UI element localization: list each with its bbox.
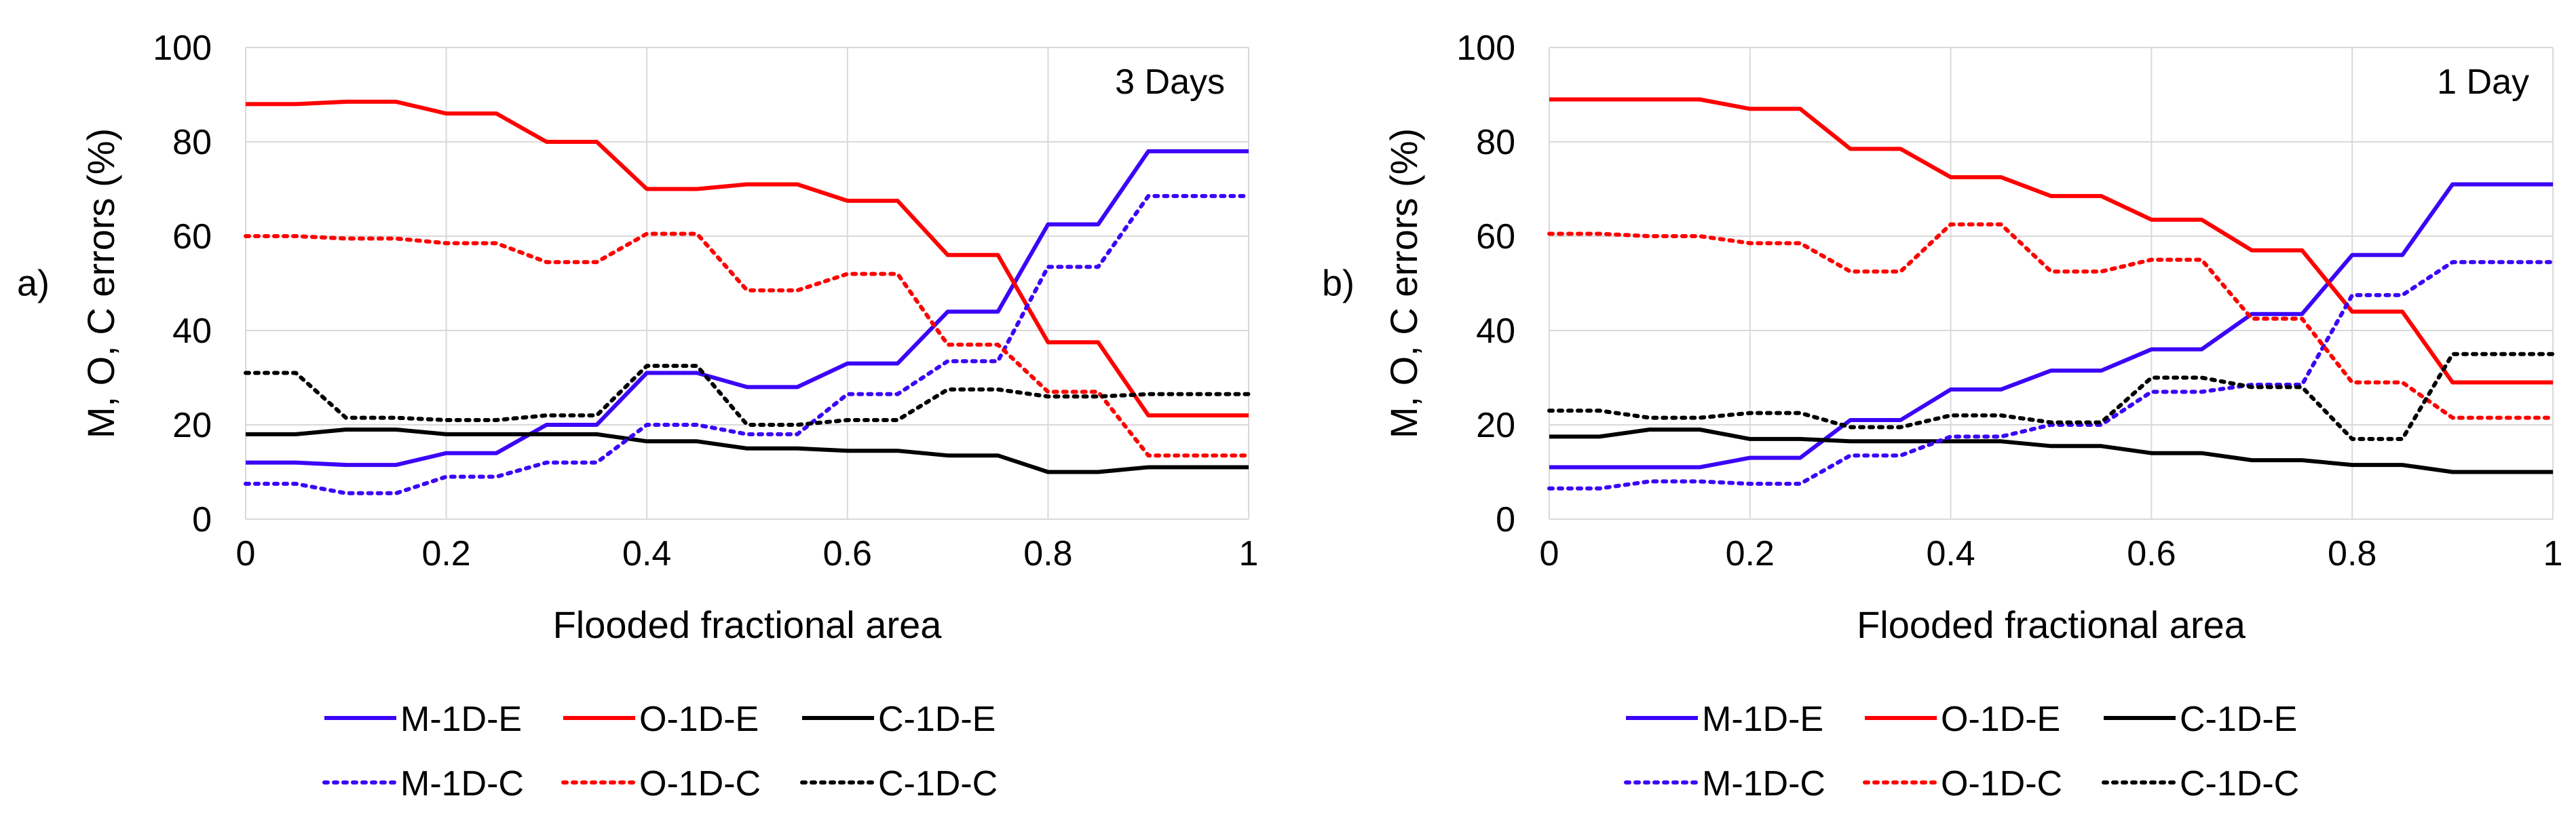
series-line-o-1d-c [1547, 222, 2555, 420]
chart-panel-b: 0 0.2 0.4 0.6 0.8 1 0 20 40 60 80 100 1 Day b) M, O, C… [1322, 29, 2562, 803]
x-tick-label: 1 [2543, 534, 2563, 573]
legend-label: M-1D-E [400, 700, 522, 739]
legend-label: O-1D-C [639, 764, 761, 803]
series-line-m-1d-c [1547, 260, 2555, 491]
y-tick-label: 0 [192, 500, 212, 540]
chart-annotation: 3 Days [1115, 62, 1225, 102]
legend-label: O-1D-E [639, 700, 759, 739]
series-line-m-1d-c [244, 193, 1251, 495]
series-line-c-1d-e [1549, 428, 2553, 474]
legend-label: C-1D-C [2180, 764, 2299, 803]
y-tick-label: 100 [153, 29, 212, 68]
series-line-m-1d-e [1549, 182, 2553, 470]
series-line-m-1d-e [246, 149, 1249, 468]
x-tick-label: 0.4 [622, 534, 671, 573]
legend-label: M-1D-E [1702, 700, 1823, 739]
y-tick-label: 40 [1476, 311, 1515, 351]
x-tick-label: 0.4 [1926, 534, 1975, 573]
y-tick-label: 100 [1456, 29, 1515, 68]
x-tick-label: 0.8 [1023, 534, 1072, 573]
legend-label: C-1D-C [878, 764, 998, 803]
legend-label: C-1D-E [878, 700, 996, 739]
y-axis-title: M, O, C errors (%) [79, 128, 122, 438]
x-tick-label: 0.2 [1726, 534, 1775, 573]
y-tick-label: 0 [1496, 500, 1515, 540]
series-line-c-1d-e [246, 428, 1249, 474]
y-tick-label: 80 [1476, 123, 1515, 162]
legend-label: M-1D-C [400, 764, 524, 803]
series-line-o-1d-e [246, 99, 1249, 418]
legend-label: O-1D-E [1941, 700, 2060, 739]
legend-label: M-1D-C [1702, 764, 1825, 803]
y-tick-label: 40 [172, 311, 212, 351]
series-line-c-1d-c [244, 364, 1251, 427]
y-axis-title: M, O, C errors (%) [1382, 128, 1425, 438]
panel-label: a) [17, 263, 50, 304]
y-tick-label: 20 [1476, 406, 1515, 445]
y-tick-label: 20 [172, 406, 212, 445]
legend-label: O-1D-C [1941, 764, 2062, 803]
panel-label: b) [1322, 263, 1355, 304]
series-line-o-1d-e [1549, 97, 2553, 385]
x-tick-label: 0.2 [421, 534, 470, 573]
chart-panel-a: 0 0.2 0.4 0.6 0.8 1 0 20 40 60 80 100 3 Days a) M, O, … [17, 29, 1258, 803]
y-tick-label: 60 [172, 217, 212, 257]
x-tick-label: 0 [236, 534, 256, 573]
series-line-c-1d-c [1547, 352, 2555, 441]
y-tick-label: 80 [172, 123, 212, 162]
x-axis-title: Flooded fractional area [1857, 603, 2246, 646]
legend-label: C-1D-E [2180, 700, 2297, 739]
x-tick-label: 0.6 [823, 534, 872, 573]
x-tick-label: 0 [1540, 534, 1559, 573]
x-tick-label: 0.6 [2127, 534, 2176, 573]
y-tick-label: 60 [1476, 217, 1515, 257]
series-line-o-1d-c [244, 231, 1251, 458]
chart-annotation: 1 Day [2437, 62, 2529, 102]
x-axis-title: Flooded fractional area [553, 603, 943, 646]
x-tick-label: 0.8 [2328, 534, 2376, 573]
x-tick-label: 1 [1239, 534, 1259, 573]
